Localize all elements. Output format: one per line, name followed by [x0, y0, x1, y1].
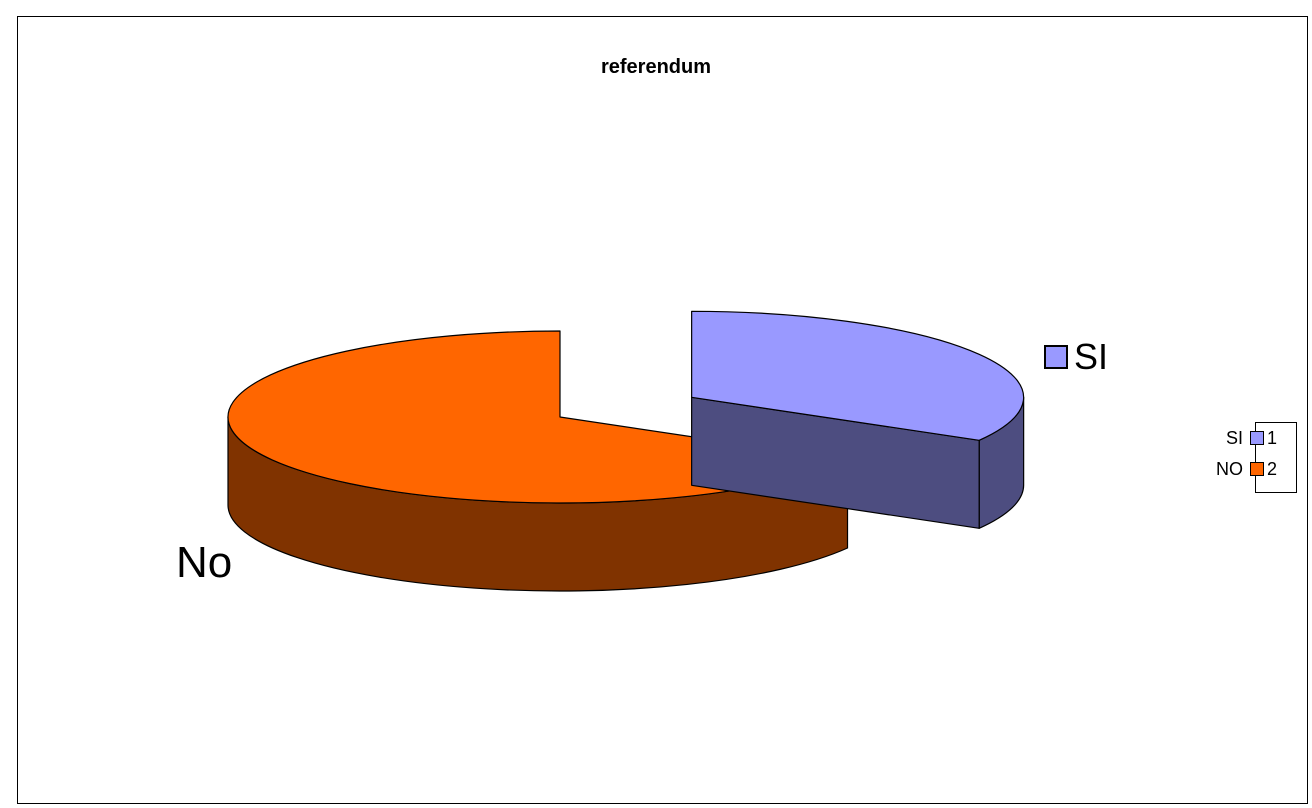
pie-slice-si-top: [691, 310, 1025, 441]
legend-swatch-no: [1250, 462, 1264, 476]
chart-title: referendum: [600, 56, 712, 78]
slice-label-si: SI: [1044, 336, 1108, 378]
legend-entry-no: NO 2: [1212, 457, 1277, 481]
legend-swatch-si: [1250, 431, 1264, 445]
slice-label-si-swatch: [1044, 345, 1068, 369]
legend-category-si: SI: [1225, 427, 1243, 448]
slice-label-no: No: [176, 538, 233, 587]
slice-label-si-text: SI: [1074, 336, 1109, 377]
legend-value-no: 2: [1267, 458, 1278, 479]
pie-slice-si[interactable]: [691, 310, 1025, 529]
legend-category-no: NO: [1216, 458, 1243, 479]
legend-entry-si: SI 1: [1212, 426, 1277, 450]
legend-value-si: 1: [1267, 427, 1278, 448]
